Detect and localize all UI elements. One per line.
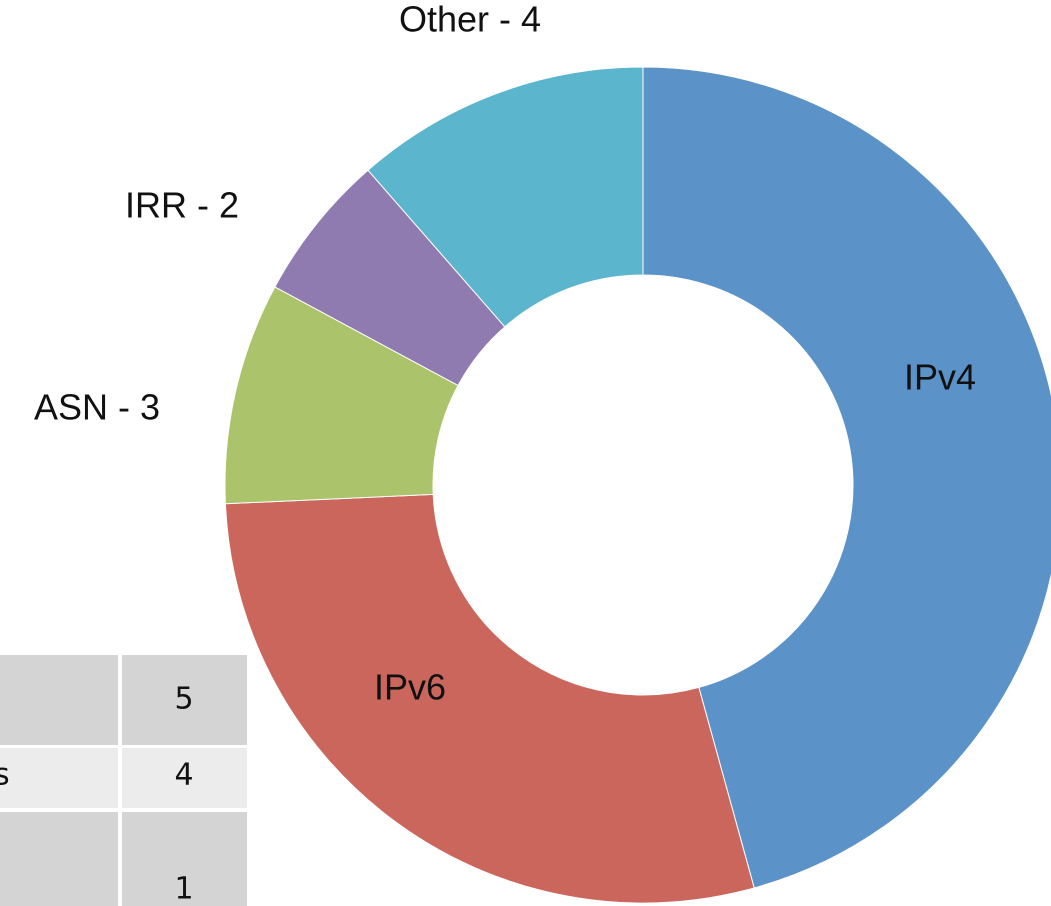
cell-value: 4 xyxy=(174,758,193,793)
donut-slice xyxy=(224,493,755,904)
cell-value: 1 xyxy=(174,872,193,906)
table-cell xyxy=(0,748,118,808)
donut-slice xyxy=(642,66,1051,889)
slice-label: IRR - 2 xyxy=(125,185,239,226)
slice-label: ASN - 3 xyxy=(34,387,160,428)
table-cell xyxy=(0,655,118,745)
cell-label: s xyxy=(0,758,10,793)
table-cell xyxy=(122,748,247,808)
table: 5 s 4 1 xyxy=(0,655,247,906)
donut-slice xyxy=(367,66,644,328)
slice-label: IPv6 xyxy=(374,667,446,708)
table-cell xyxy=(122,655,247,745)
slice-label: Other - 4 xyxy=(399,0,541,40)
table-cell xyxy=(122,812,247,906)
cell-value: 5 xyxy=(174,682,193,717)
donut-chart: IPv4 IPv6 ASN - 3 IRR - 2 Other - 4 xyxy=(34,0,1051,904)
table-cell xyxy=(0,812,118,906)
slice-label: IPv4 xyxy=(904,357,976,398)
